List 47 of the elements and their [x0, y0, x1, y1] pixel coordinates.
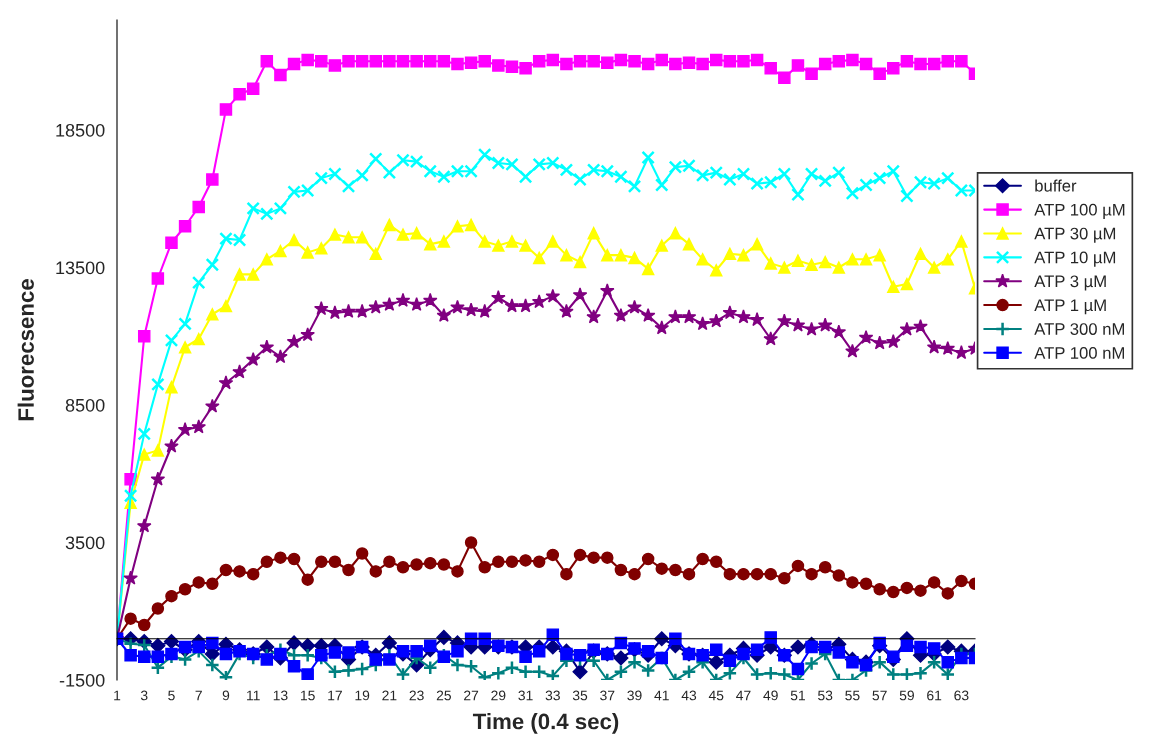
x-tick-label: 21 — [382, 690, 397, 701]
legend-label: ATP 30 µM — [1034, 227, 1116, 243]
x-tick-label: 17 — [328, 690, 342, 701]
x-axis-title: Time (0.4 sec) — [472, 713, 619, 734]
y-tick-label: -1500 — [59, 673, 105, 687]
y-tick-label: 3500 — [65, 536, 105, 550]
x-tick-label: 45 — [708, 690, 724, 701]
x-tick-label: 35 — [572, 690, 588, 701]
x-tick-label: 27 — [464, 690, 479, 701]
x-tick-label: 61 — [927, 690, 942, 701]
x-tick-label: 37 — [600, 690, 615, 701]
legend-label: ATP 100 nM — [1034, 347, 1124, 359]
x-tick-label: 43 — [681, 690, 697, 701]
x-tick-label: 29 — [491, 690, 506, 701]
legend-label: buffer — [1035, 179, 1077, 192]
x-tick-label: 9 — [222, 690, 230, 701]
x-tick-label: 15 — [301, 690, 315, 701]
x-tick-label: 1 — [114, 690, 121, 701]
y-tick-label: 18500 — [56, 123, 105, 137]
x-tick-label: 19 — [355, 690, 370, 701]
x-tick-label: 7 — [195, 690, 202, 701]
legend-label: ATP 3 µM — [1034, 275, 1106, 291]
x-tick-label: 31 — [518, 690, 533, 701]
x-tick-label: 53 — [818, 690, 833, 701]
y-tick-label: 13500 — [56, 261, 105, 275]
x-tick-label: 25 — [436, 690, 451, 701]
x-tick-label: 5 — [168, 690, 175, 701]
x-tick-label: 55 — [845, 690, 860, 701]
x-tick-label: 13 — [273, 690, 288, 701]
x-tick-label: 47 — [736, 690, 751, 701]
legend-label: ATP 1 µM — [1034, 299, 1106, 315]
legend-label: ATP 300 nM — [1034, 323, 1124, 335]
legend-label: ATP 100 µM — [1034, 203, 1125, 219]
x-tick-label: 51 — [790, 690, 805, 701]
x-tick-label: 39 — [627, 690, 642, 701]
x-tick-label: 59 — [899, 690, 914, 701]
legend-label: ATP 10 µM — [1034, 251, 1116, 267]
x-tick-label: 33 — [545, 690, 560, 701]
x-tick-label: 41 — [654, 690, 669, 701]
x-tick-label: 11 — [247, 690, 260, 701]
y-axis-title: Fluorecsence — [17, 279, 34, 421]
x-tick-label: 3 — [140, 690, 148, 701]
x-tick-label: 57 — [872, 690, 887, 701]
x-tick-label: 23 — [409, 690, 424, 701]
x-tick-label: 49 — [763, 690, 778, 701]
x-tick-label: 63 — [954, 690, 969, 701]
y-tick-label: 8500 — [65, 398, 105, 412]
